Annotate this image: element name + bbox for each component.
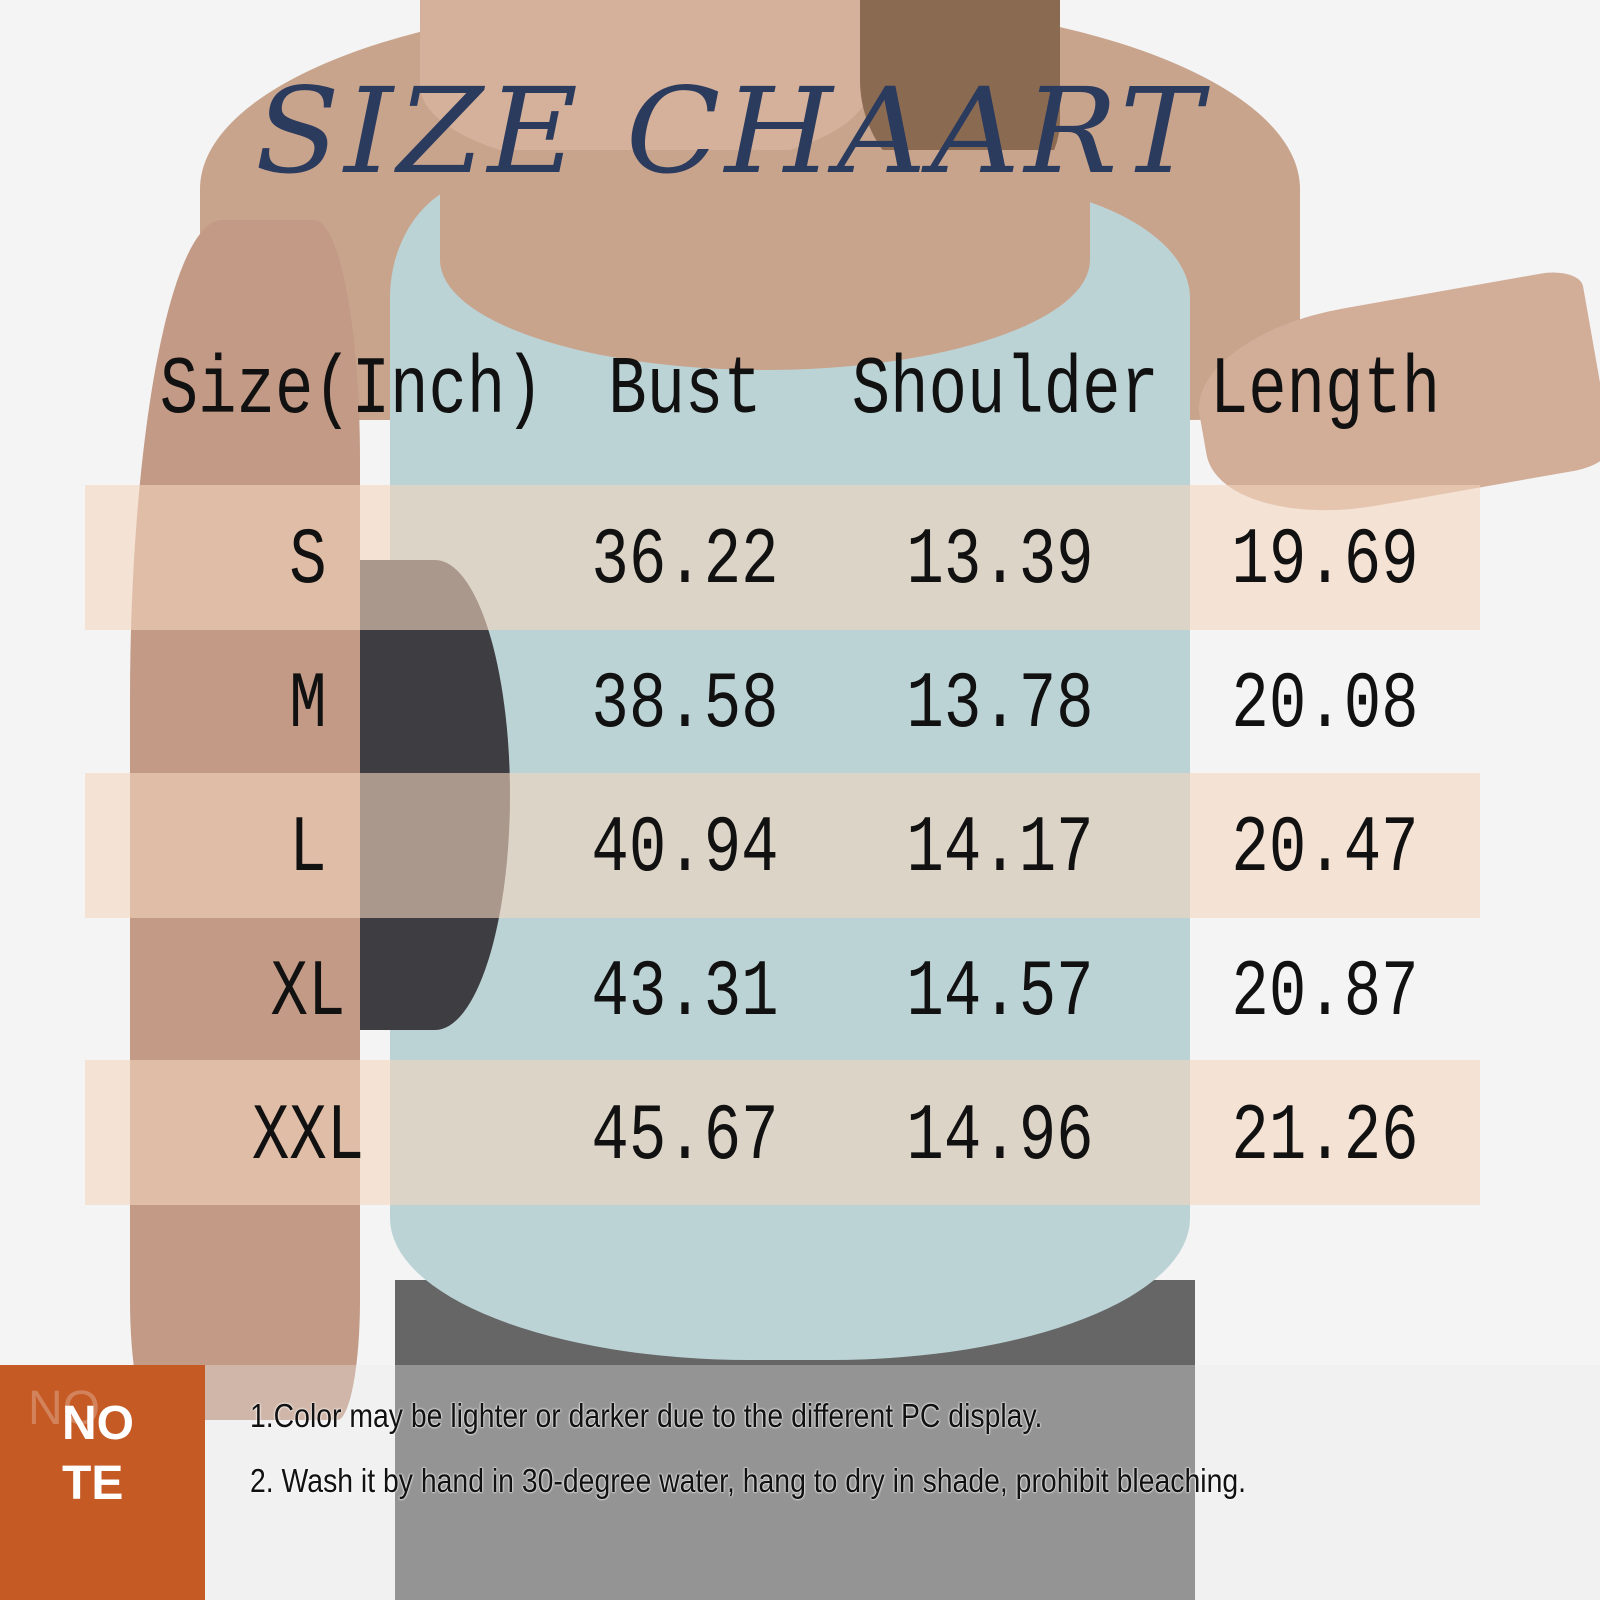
cell-size: S	[289, 516, 327, 607]
header-length: Length	[1209, 344, 1441, 437]
note-label-line1: NO	[62, 1397, 134, 1450]
cell-shoulder: 13.78	[906, 660, 1094, 751]
cell-size: XXL	[251, 1092, 365, 1183]
cell-size: L	[289, 804, 327, 895]
tank-neckline	[440, 150, 1090, 370]
cell-length: 21.26	[1231, 1092, 1419, 1183]
cell-bust: 36.22	[591, 516, 779, 607]
cell-size: XL	[270, 948, 346, 1039]
note-label-panel: NO NO TE	[0, 1365, 205, 1600]
row-band	[85, 485, 1480, 630]
model-face	[420, 0, 870, 170]
cell-bust: 45.67	[591, 1092, 779, 1183]
note-item-2: 2. Wash it by hand in 30-degree water, h…	[250, 1462, 1247, 1499]
header-bust: Bust	[608, 344, 762, 437]
cell-shoulder: 14.17	[906, 804, 1094, 895]
cell-bust: 43.31	[591, 948, 779, 1039]
cell-shoulder: 13.39	[906, 516, 1094, 607]
cell-length: 20.87	[1231, 948, 1419, 1039]
note-strip	[0, 1365, 1600, 1600]
cell-size: M	[289, 660, 327, 751]
note-label-line2: TE	[62, 1457, 124, 1510]
header-size: Size(Inch)	[159, 344, 544, 437]
note-label-ghost: NO	[28, 1382, 100, 1435]
cell-length: 20.08	[1231, 660, 1419, 751]
chart-title: SIZE CHAART	[255, 62, 1207, 200]
cell-length: 20.47	[1231, 804, 1419, 895]
cell-bust: 38.58	[591, 660, 779, 751]
row-band	[85, 773, 1480, 918]
cell-shoulder: 14.96	[906, 1092, 1094, 1183]
note-item-1: 1.Color may be lighter or darker due to …	[250, 1397, 1043, 1434]
cell-length: 19.69	[1231, 516, 1419, 607]
cell-bust: 40.94	[591, 804, 779, 895]
row-band	[85, 1060, 1480, 1205]
cell-shoulder: 14.57	[906, 948, 1094, 1039]
header-shoulder: Shoulder	[851, 344, 1159, 437]
